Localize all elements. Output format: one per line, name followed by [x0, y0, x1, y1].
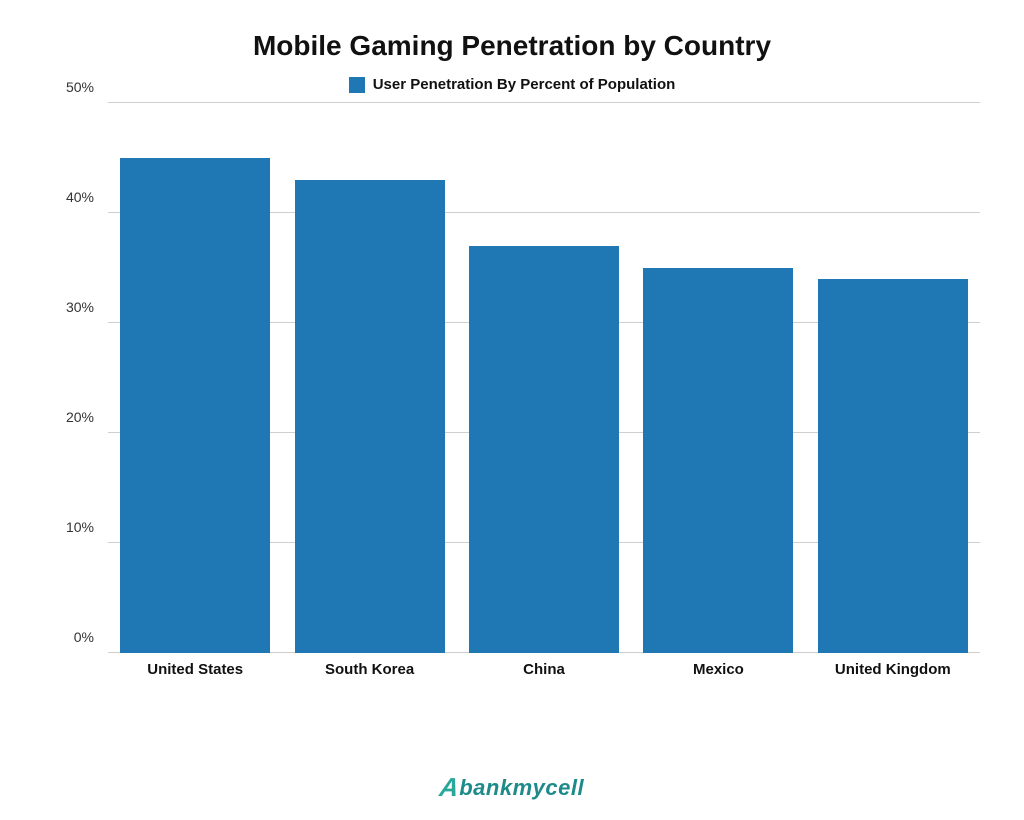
bar — [818, 279, 968, 653]
x-tick-label: United States — [108, 653, 282, 683]
bar-slot — [806, 103, 980, 653]
chart-legend: User Penetration By Percent of Populatio… — [40, 76, 984, 93]
bar — [643, 268, 793, 653]
x-tick-label: South Korea — [282, 653, 456, 683]
bars-group — [108, 103, 980, 653]
y-tick-label: 0% — [50, 629, 102, 645]
y-tick-label: 20% — [50, 409, 102, 425]
logo-accent-icon: A — [438, 772, 462, 803]
bar — [120, 158, 270, 653]
y-axis: 0%10%20%30%40%50% — [50, 103, 102, 653]
bar — [295, 180, 445, 653]
y-tick-label: 50% — [50, 79, 102, 95]
plot-area: 0%10%20%30%40%50% United StatesSouth Kor… — [50, 103, 980, 683]
bar-slot — [108, 103, 282, 653]
x-axis-labels: United StatesSouth KoreaChinaMexicoUnite… — [108, 653, 980, 683]
x-tick-label: United Kingdom — [806, 653, 980, 683]
y-tick-label: 30% — [50, 299, 102, 315]
bar-slot — [282, 103, 456, 653]
x-tick-label: Mexico — [631, 653, 805, 683]
y-tick-label: 40% — [50, 189, 102, 205]
y-tick-label: 10% — [50, 519, 102, 535]
bar-slot — [631, 103, 805, 653]
legend-swatch — [349, 77, 365, 93]
legend-label: User Penetration By Percent of Populatio… — [373, 76, 676, 93]
logo-text: bankmycell — [459, 775, 584, 800]
x-tick-label: China — [457, 653, 631, 683]
brand-logo: Abankmycell — [0, 771, 1024, 802]
chart-container: Mobile Gaming Penetration by Country Use… — [0, 0, 1024, 820]
bar — [469, 246, 619, 653]
bar-slot — [457, 103, 631, 653]
chart-title: Mobile Gaming Penetration by Country — [40, 30, 984, 62]
